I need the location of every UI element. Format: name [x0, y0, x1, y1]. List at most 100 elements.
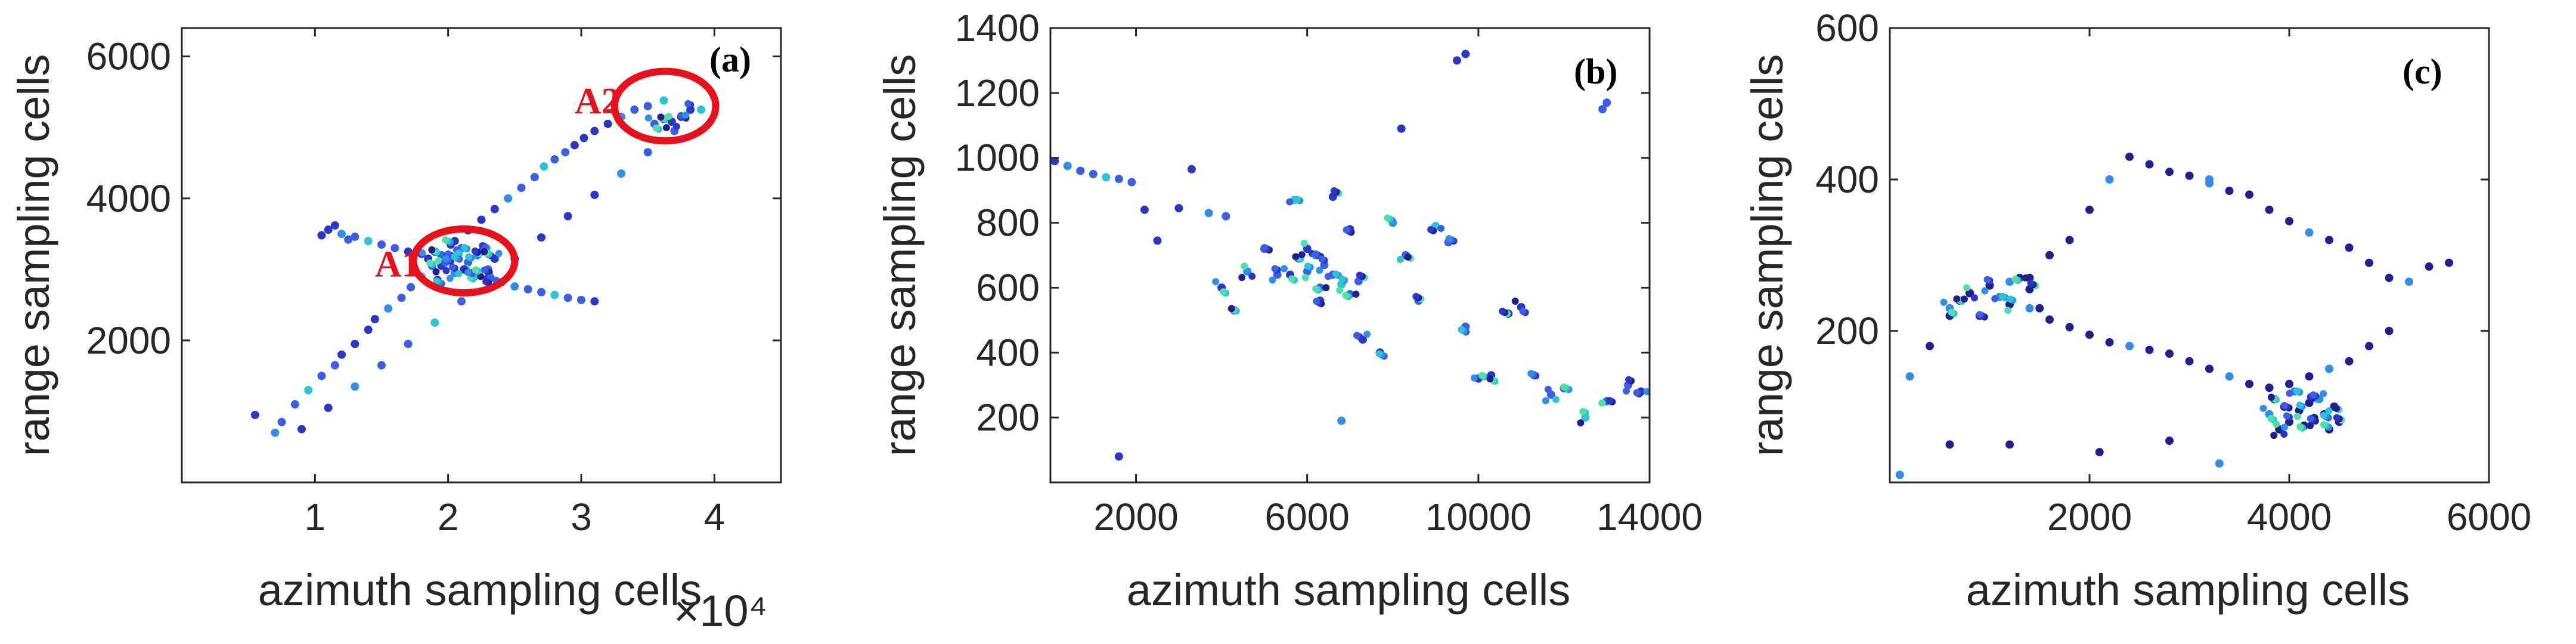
chart-a-point: [364, 237, 373, 246]
chart-c-point: [2293, 413, 2301, 420]
chart-a-point: [590, 297, 599, 306]
chart-c-point: [2280, 431, 2288, 438]
chart-a-annotation-label: A2: [575, 81, 620, 122]
chart-c-point: [1895, 470, 1904, 479]
chart-c-point: [2333, 405, 2341, 412]
chart-a-point: [377, 240, 386, 249]
chart-c-point: [2425, 262, 2434, 271]
chart-a-ytick-label: 2000: [86, 319, 171, 362]
chart-b-xtick-label: 10000: [1425, 496, 1532, 538]
chart-b-point: [1102, 173, 1111, 182]
chart-a-point: [432, 268, 440, 275]
chart-c-point: [2095, 448, 2104, 457]
chart-a-point: [684, 100, 692, 107]
chart-b-point: [1292, 253, 1300, 261]
chart-b-ytick-label: 800: [976, 202, 1040, 244]
chart-c-point: [2325, 364, 2333, 373]
chart-c-xlabel: azimuth sampling cells: [1966, 565, 2410, 615]
chart-b-marks: [1050, 49, 1651, 461]
chart-c-point: [2105, 338, 2114, 347]
chart-b-xtick-label: 2000: [1093, 496, 1178, 538]
chart-b-ytick-label: 400: [976, 331, 1040, 374]
chart-c-point: [2305, 228, 2314, 237]
chart-a-point: [570, 141, 579, 150]
chart-c-point: [2025, 304, 2034, 312]
chart-c-point: [2296, 423, 2304, 431]
chart-a-point: [471, 247, 479, 255]
chart-c-point: [1961, 295, 1968, 303]
chart-a-point: [563, 212, 572, 221]
chart-c-point: [2345, 243, 2354, 252]
chart-c-point: [2293, 387, 2301, 395]
chart-a-point: [446, 274, 454, 282]
chart-c-point: [2045, 315, 2054, 324]
chart-c-point: [2035, 304, 2044, 312]
chart-b-point: [1288, 275, 1295, 283]
chart-a-point: [407, 283, 416, 292]
chart-c-point: [2286, 389, 2293, 397]
chart-b-point: [1623, 387, 1630, 395]
chart-a-point: [537, 287, 545, 296]
chart-c-point: [2265, 383, 2274, 392]
chart-b-point: [1286, 198, 1294, 206]
chart-a-point: [590, 190, 599, 199]
chart-a-point: [435, 256, 442, 264]
chart-c-point: [2165, 349, 2174, 358]
chart-b-point: [1343, 226, 1350, 234]
chart-a-point: [442, 236, 450, 244]
chart-a-xtick-label: 2: [438, 496, 459, 538]
chart-c-panel-label: (c): [2403, 52, 2442, 91]
chart-b-point: [1470, 374, 1478, 382]
chart-b-point: [1452, 56, 1461, 65]
chart-c-point: [2307, 422, 2314, 429]
chart-a-point: [563, 293, 572, 302]
chart-b-point: [1269, 276, 1276, 284]
chart-c-point: [2405, 277, 2413, 286]
chart-a-point: [472, 266, 479, 274]
chart-c-point: [2325, 236, 2333, 244]
chart-c-point: [1983, 275, 1991, 283]
chart-b-point: [1238, 274, 1246, 281]
chart-c-point: [1976, 311, 1983, 318]
chart-c-point: [2215, 459, 2224, 468]
chart-a-point: [370, 315, 379, 324]
chart-c-point: [2205, 179, 2214, 188]
chart-c-point: [2225, 372, 2234, 381]
chart-a-point: [665, 113, 672, 120]
chart-b-point: [1332, 270, 1340, 278]
chart-b-point: [1461, 49, 1470, 58]
chart-c-point: [2365, 258, 2373, 267]
chart-b-ytick-label: 1400: [955, 7, 1040, 49]
chart-b-point: [1300, 240, 1308, 247]
chart-b-point: [1625, 376, 1633, 383]
chart-a-point: [530, 173, 539, 182]
chart-c-frame: [1889, 27, 2490, 484]
chart-b-point: [1527, 370, 1535, 377]
chart-c-ylabel: range sampling cells: [1743, 54, 1792, 457]
chart-a-point: [351, 382, 359, 391]
chart-b-point: [1318, 255, 1326, 263]
chart-a-point: [495, 249, 503, 257]
chart-b-point: [1602, 98, 1611, 107]
chart-b-point: [1248, 273, 1256, 280]
chart-b-point: [1260, 244, 1268, 252]
chart-a-point: [517, 183, 526, 192]
chart-b-ylabel: range sampling cells: [875, 54, 925, 457]
chart-b-point: [1519, 308, 1527, 315]
chart-a-point: [317, 371, 326, 380]
chart-b-point: [1330, 187, 1338, 195]
chart-c-point: [1905, 372, 1914, 381]
chart-c-point: [1999, 292, 2007, 300]
chart-c-point: [1945, 440, 1954, 449]
chart-b-point: [1127, 178, 1136, 187]
chart-a-annotation-circle: [610, 67, 720, 145]
chart-a-point: [523, 285, 532, 294]
chart-c-point: [2285, 216, 2293, 225]
chart-a-point: [617, 169, 625, 178]
chart-c-point: [2045, 251, 2054, 259]
chart-a-x-exponent: ×10⁴: [674, 586, 767, 636]
chart-c-marks: [1895, 152, 2453, 479]
chart-b-point: [1352, 290, 1360, 298]
chart-b-point: [1227, 305, 1235, 312]
chart-a-point: [442, 267, 450, 274]
